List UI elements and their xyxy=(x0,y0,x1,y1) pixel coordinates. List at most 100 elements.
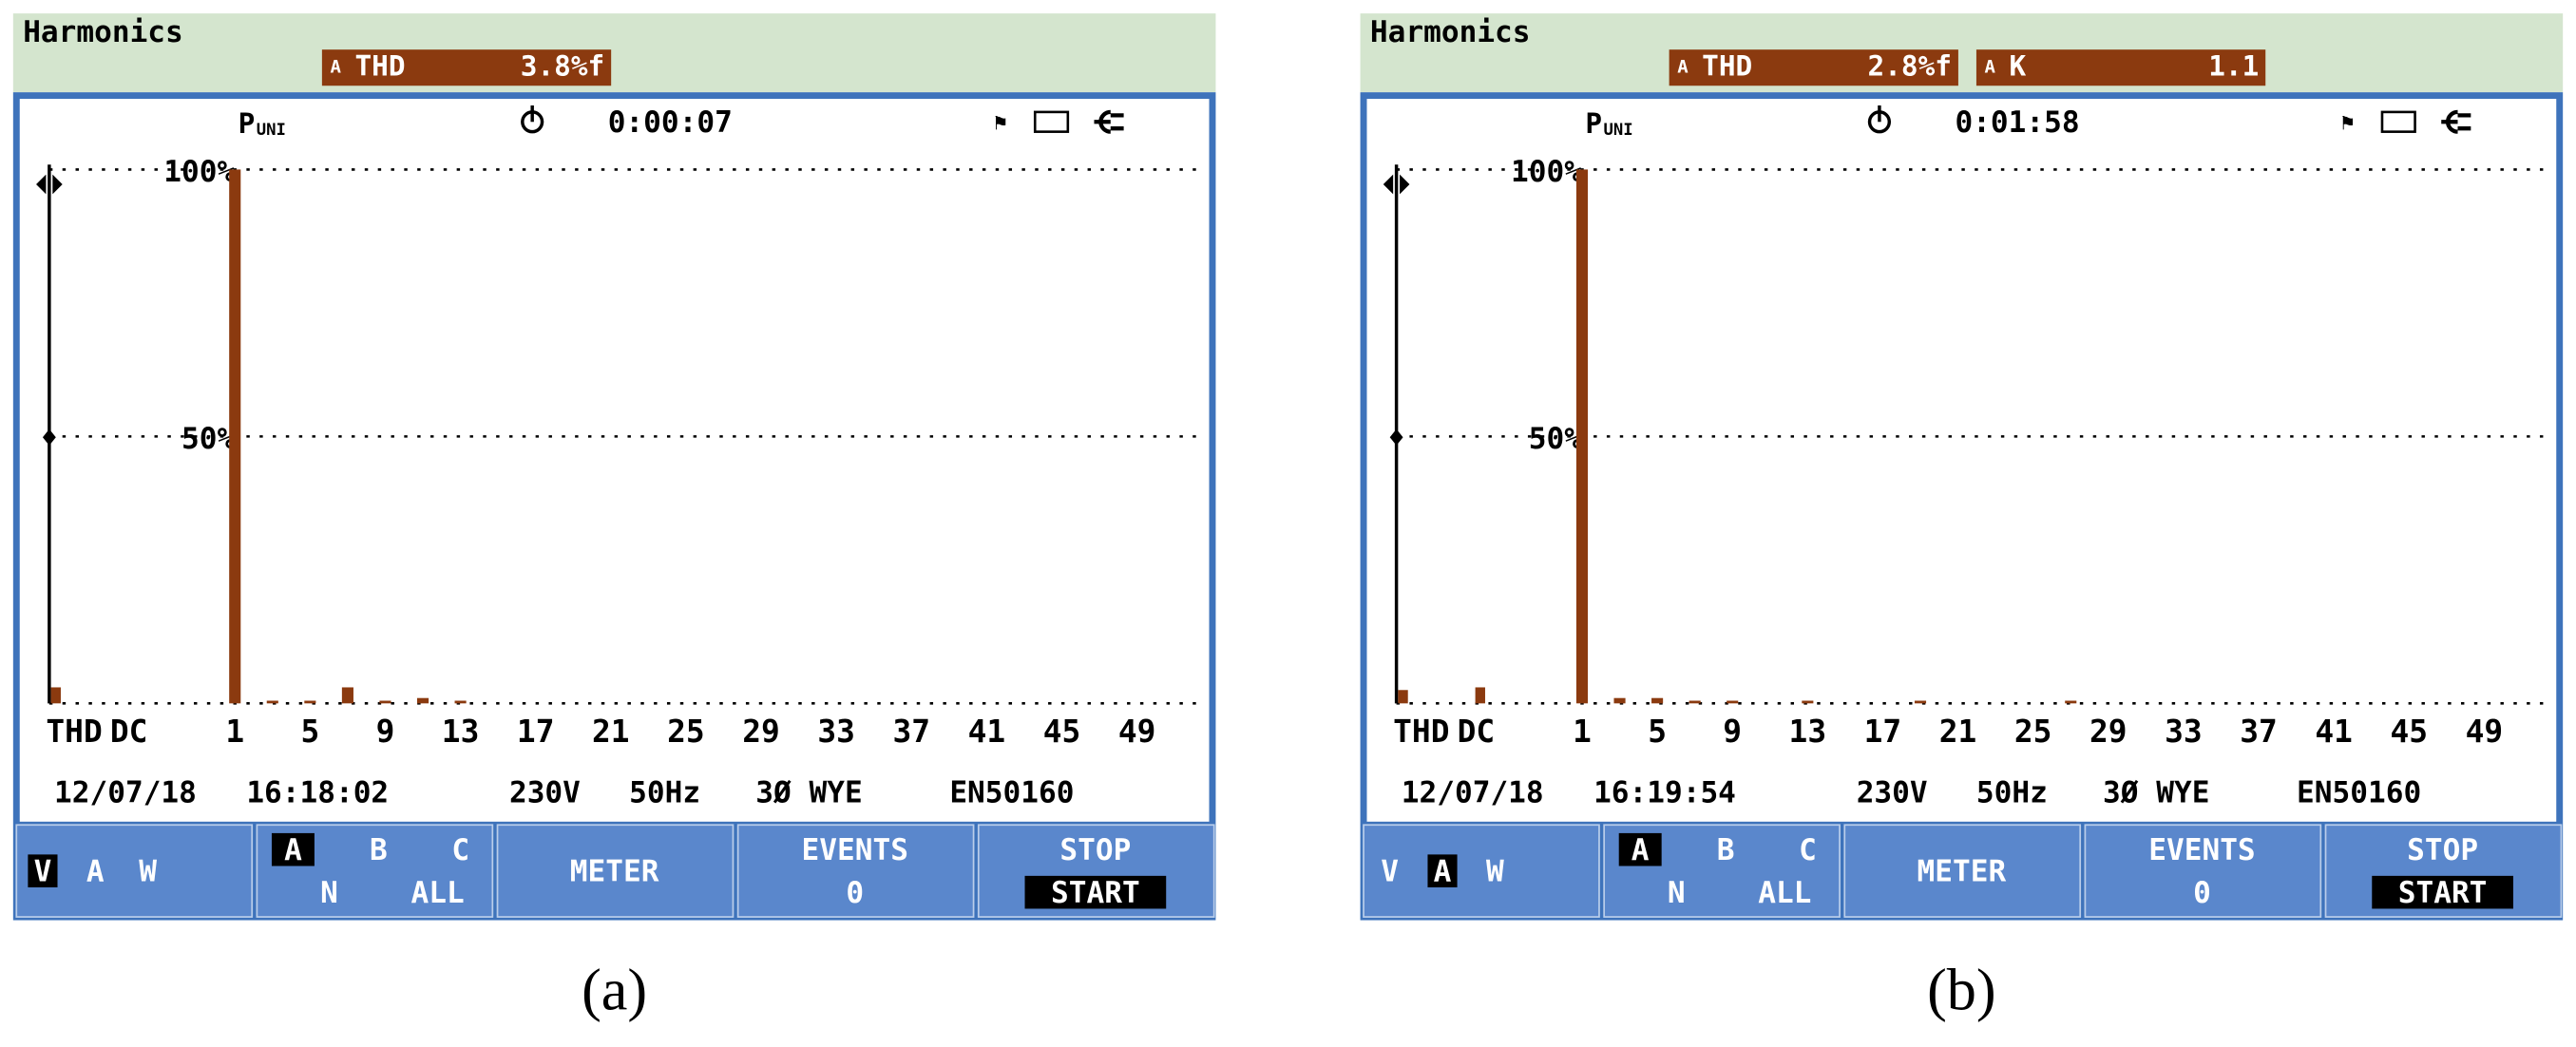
phase-key: ALL xyxy=(410,876,464,910)
quantity-key: A xyxy=(86,854,105,888)
flag-icon: ⚑ xyxy=(994,110,1007,135)
bar xyxy=(341,687,353,704)
readout-label: K xyxy=(2010,50,2027,83)
status-field: EN50160 xyxy=(949,775,1074,809)
readout-phase: A xyxy=(1677,57,1689,78)
meter-key: METER xyxy=(1918,854,2007,888)
readout-value: 2.8%f xyxy=(1868,50,1952,83)
mode-sub: UNI xyxy=(257,121,286,140)
status-field: 12/07/18 xyxy=(54,775,197,809)
x-tick-label: 9 xyxy=(1723,714,1742,750)
x-tick-label: 9 xyxy=(376,714,395,750)
phase-key: ALL xyxy=(1758,876,1811,910)
phase-key-highlight xyxy=(271,832,315,866)
bar xyxy=(1914,700,1927,704)
x-tick-label: 37 xyxy=(893,714,931,750)
phase-key: N xyxy=(1668,876,1686,910)
x-tick-label: 45 xyxy=(1043,714,1081,750)
analyzer-screen: Harmonics A THD 3.8%f P UNI 0:00:07 ⚑ 50% 100% THD… xyxy=(12,13,1216,1022)
phase-key: N xyxy=(320,876,338,910)
status-field: 50Hz xyxy=(629,775,700,809)
screen-area xyxy=(19,99,1210,822)
y-tick-label: 50% xyxy=(181,422,235,456)
x-tick-label: 49 xyxy=(1118,714,1156,750)
flag-icon: ⚑ xyxy=(2341,110,2355,135)
events-count: 0 xyxy=(2193,876,2211,910)
x-tick-label: DC xyxy=(110,714,148,750)
quantity-key: A xyxy=(1434,854,1452,888)
meter-key: METER xyxy=(570,854,659,888)
bar xyxy=(2065,700,2077,704)
x-tick-label: 1 xyxy=(1573,714,1592,750)
stop-key: STOP xyxy=(1059,833,1131,867)
start-key-highlight xyxy=(1024,875,1167,909)
x-tick-label: 33 xyxy=(2165,714,2203,750)
events-count: 0 xyxy=(846,876,864,910)
bar xyxy=(416,697,429,704)
status-field: 230V xyxy=(509,775,581,809)
x-tick-label: 5 xyxy=(300,714,319,750)
readout-box xyxy=(1669,49,1958,86)
quantity-key-highlight xyxy=(28,854,58,887)
readout-label: THD xyxy=(1702,50,1752,83)
x-tick-label: 29 xyxy=(2089,714,2128,750)
phase-key-highlight xyxy=(1618,832,1662,866)
status-field: 16:19:54 xyxy=(1593,775,1736,809)
timer: 0:01:58 xyxy=(1955,105,2079,140)
header-bar xyxy=(12,13,1216,93)
phase-key: A xyxy=(1631,833,1650,867)
softkey xyxy=(736,824,975,918)
readout-value: 1.1 xyxy=(2208,50,2259,83)
quantity-key: V xyxy=(1381,854,1399,888)
bar xyxy=(1689,700,1701,704)
x-tick-label: 33 xyxy=(817,714,855,750)
softkey xyxy=(1843,824,2082,918)
x-tick-label: 37 xyxy=(2240,714,2278,750)
bar xyxy=(1398,690,1408,704)
x-tick-label: 29 xyxy=(742,714,780,750)
x-tick-label: 5 xyxy=(1648,714,1667,750)
x-tick-label: 13 xyxy=(1789,714,1827,750)
status-icon xyxy=(2380,110,2416,133)
caption: (b) xyxy=(1927,958,1996,1022)
screen-title: Harmonics xyxy=(23,15,183,49)
bar xyxy=(1575,169,1589,704)
cursor-arrows xyxy=(1383,174,1410,195)
x-tick-label: 49 xyxy=(2466,714,2504,750)
x-tick-label: DC xyxy=(1458,714,1496,750)
quantity-key: V xyxy=(34,854,52,888)
readout-box xyxy=(1975,49,2266,86)
bar xyxy=(229,169,241,704)
x-tick-label: 1 xyxy=(225,714,244,750)
plug-icon xyxy=(2441,109,2471,134)
bar xyxy=(1651,697,1664,704)
readout-label: THD xyxy=(354,50,405,83)
start-key: START xyxy=(1051,876,1140,910)
y-tick-label: 50% xyxy=(1529,422,1582,456)
x-tick-label: THD xyxy=(1393,714,1449,750)
bar xyxy=(1475,687,1485,704)
start-key-highlight xyxy=(2372,875,2513,909)
bar xyxy=(454,700,467,704)
x-tick-label: 21 xyxy=(1939,714,1977,750)
quantity-key: W xyxy=(1486,854,1504,888)
status-field: 3Ø WYE xyxy=(755,775,862,809)
cursor-marker xyxy=(1389,428,1403,446)
softkey xyxy=(2084,824,2322,918)
phase-key: A xyxy=(284,833,302,867)
mode-sub: UNI xyxy=(1603,121,1632,140)
x-tick-label: 25 xyxy=(2014,714,2052,750)
phase-key: C xyxy=(451,833,469,867)
bar xyxy=(379,700,391,704)
phase-key: C xyxy=(1799,833,1817,867)
status-field: 50Hz xyxy=(1976,775,2048,809)
cursor-arrows xyxy=(36,174,63,195)
header-bar xyxy=(1360,13,2564,93)
softkey xyxy=(496,824,735,918)
cursor-marker xyxy=(42,428,56,446)
plug-icon xyxy=(1094,109,1124,134)
y-tick-label: 100% xyxy=(163,155,235,189)
status-field: 230V xyxy=(1857,775,1928,809)
